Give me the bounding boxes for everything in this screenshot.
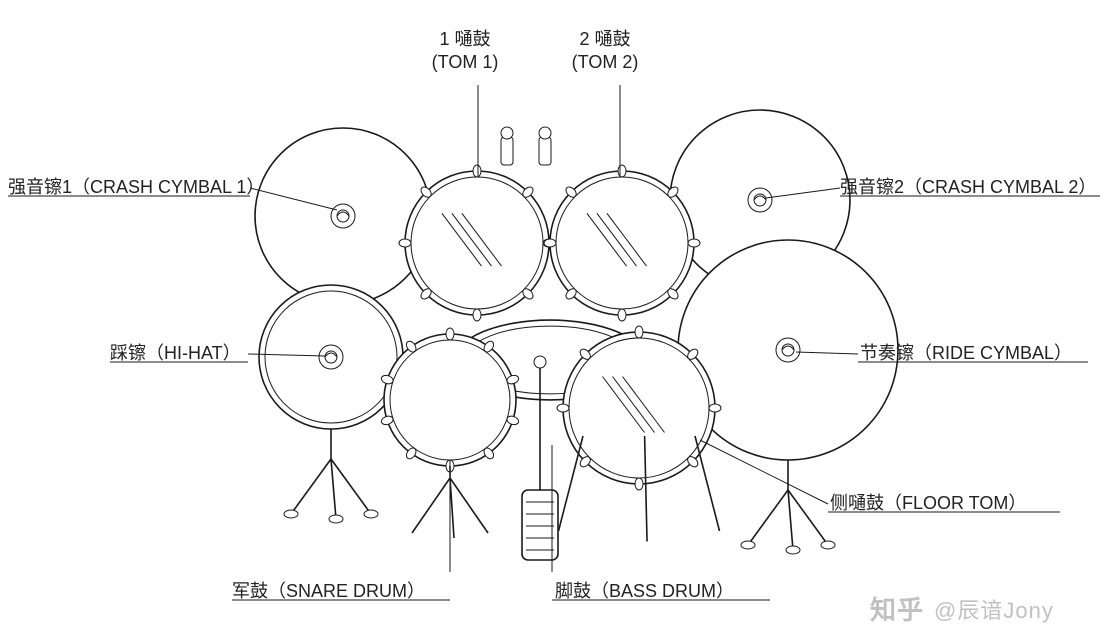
watermark: 知乎 @辰谙Jony bbox=[870, 590, 1054, 627]
label-floor-tom: 侧嗵鼓（FLOOR TOM） bbox=[830, 492, 1026, 515]
label-tom2-line1: 2 嗵鼓 bbox=[579, 29, 630, 49]
label-ride: 节奏镲（RIDE CYMBAL） bbox=[860, 342, 1072, 365]
label-tom1-line1: 1 嗵鼓 bbox=[439, 29, 490, 49]
tom-mount-1 bbox=[501, 137, 513, 165]
label-crash2: 强音镲2（CRASH CYMBAL 2） bbox=[840, 176, 1096, 199]
label-snare: 军鼓（SNARE DRUM） bbox=[232, 580, 425, 603]
label-tom2-line2: (TOM 2) bbox=[572, 52, 639, 72]
drum-kit-diagram bbox=[0, 0, 1108, 644]
label-bass: 脚鼓（BASS DRUM） bbox=[555, 580, 734, 603]
label-crash1: 强音镲1（CRASH CYMBAL 1） bbox=[8, 176, 264, 199]
label-tom1-line2: (TOM 1) bbox=[432, 52, 499, 72]
zhihu-logo-icon: 知乎 bbox=[870, 590, 924, 627]
label-hihat: 踩镲（HI-HAT） bbox=[110, 342, 241, 365]
tom-mount-2 bbox=[539, 137, 551, 165]
label-tom1: 1 嗵鼓 (TOM 1) bbox=[385, 28, 545, 75]
label-tom2: 2 嗵鼓 (TOM 2) bbox=[525, 28, 685, 75]
watermark-text: @辰谙Jony bbox=[934, 593, 1054, 625]
